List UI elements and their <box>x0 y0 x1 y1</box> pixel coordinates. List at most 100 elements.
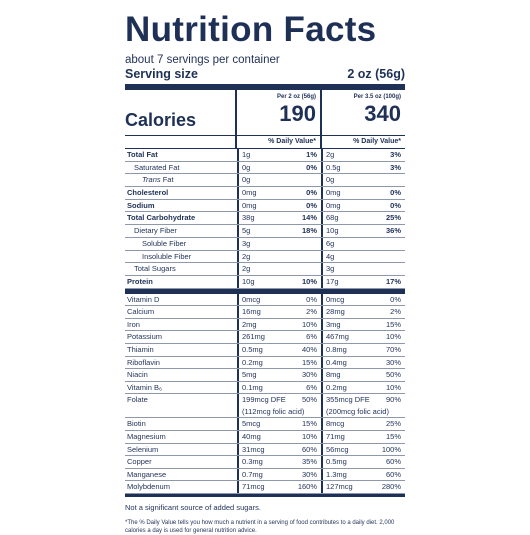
vitamin-amount: 2mg <box>242 319 257 329</box>
vitamin-daily-value: 30% <box>301 469 317 479</box>
vitamin-amount: 5mcg <box>242 419 261 429</box>
nutrient-daily-value: 14% <box>301 213 317 223</box>
nutrient-amount: 2g <box>326 150 335 159</box>
vitamin-name: Niacin <box>127 370 148 380</box>
vitamin-amount: 0mcg <box>326 294 345 304</box>
vitamin-amount: 467mg <box>326 332 349 342</box>
vitamin-daily-value: 15% <box>301 419 317 429</box>
nutrient-amount: 2g <box>242 264 251 274</box>
vitamin-table: Vitamin D 0mcg 0% 0mcg 0% Calcium 16mg 2% 28mg 2%… <box>125 293 405 494</box>
nutrient-row: Total Carbohydrate 38g 14% 68g 25% <box>125 212 405 226</box>
nutrient-name: Trans Fat <box>142 175 174 185</box>
nutrient-row: Sodium 0mg 0% 0mg 0% <box>125 199 405 213</box>
vitamin-daily-value: 50% <box>385 370 401 380</box>
vitamin-daily-value: 90% <box>385 395 401 405</box>
vitamin-amount: 8mg <box>326 370 341 380</box>
nutrient-daily-value: 1% <box>306 150 317 159</box>
vitamin-name: Folate <box>127 395 148 405</box>
added-sugars-note: Not a significant source of added sugars… <box>125 502 261 512</box>
nutrient-name: Insoluble Fiber <box>142 251 192 261</box>
nutrient-daily-value: 0% <box>390 200 401 210</box>
nutrient-amount: 0mg <box>242 200 257 210</box>
nutrient-row: Total Sugars 2g 3g <box>125 263 405 276</box>
column-1-calories: 190 <box>279 101 316 126</box>
nutrient-amount: 0mg <box>242 188 257 198</box>
vitamin-amount: 0.5mg <box>242 344 263 354</box>
vitamin-daily-value: 280% <box>381 482 401 492</box>
vitamin-amount: 3mg <box>326 319 341 329</box>
nutrient-row: Total Fat 1g 1% 2g 3% <box>125 149 405 162</box>
vitamin-daily-value: 160% <box>297 482 317 492</box>
calories-column-2: Per 3.5 oz (100g) 340 <box>320 90 405 135</box>
vitamin-name: Riboflavin <box>127 357 160 367</box>
daily-value-footnote: *The % Daily Value tells you how much a … <box>125 519 395 534</box>
nutrient-amount: 6g <box>326 238 335 248</box>
vitamin-amount: 355mcg DFE <box>326 395 370 405</box>
calories-block: Calories Per 2 oz (56g) 190 Per 3.5 oz (… <box>125 90 405 136</box>
daily-value-header: % Daily Value* % Daily Value* <box>125 136 405 149</box>
vitamin-name: Vitamin D <box>127 294 160 304</box>
vitamin-amount: 71mcg <box>242 482 265 492</box>
vitamin-name: Vitamin B₆ <box>127 382 162 392</box>
vitamin-amount: 0.8mg <box>326 344 347 354</box>
calories-column-1: Per 2 oz (56g) 190 <box>235 90 320 135</box>
column-2-calories: 340 <box>364 101 401 126</box>
nutrient-amount: 17g <box>326 276 339 286</box>
vitamin-row: Thiamin 0.5mg 40% 0.8mg 70% <box>125 343 405 357</box>
vitamin-amount: 40mg <box>242 431 261 441</box>
nutrient-amount: 0mg <box>326 188 341 198</box>
nutrient-amount: 0g <box>242 162 251 172</box>
nutrient-row: Protein 10g 10% 17g 17% <box>125 275 405 289</box>
vitamin-daily-value: 10% <box>301 431 317 441</box>
vitamin-daily-value: 10% <box>385 382 401 392</box>
vitamin-row: Vitamin D 0mcg 0% 0mcg 0% <box>125 293 405 307</box>
nutrient-amount: 4g <box>326 251 335 261</box>
nutrient-amount: 10g <box>326 226 339 236</box>
nutrient-row: Soluble Fiber 3g 6g <box>125 237 405 251</box>
nutrient-daily-value: 3% <box>390 162 401 172</box>
nutrient-name: Dietary Fiber <box>134 226 177 236</box>
nutrient-name: Protein <box>127 276 153 286</box>
nutrient-daily-value: 25% <box>385 213 401 223</box>
nutrient-name: Total Carbohydrate <box>127 213 196 223</box>
vitamin-daily-value: 35% <box>301 457 317 467</box>
vitamin-amount: 56mcg <box>326 444 349 454</box>
vitamin-amount: 31mcg <box>242 444 265 454</box>
nutrient-amount: 3g <box>242 238 251 248</box>
vitamin-amount: 127mcg <box>326 482 353 492</box>
nutrient-daily-value: 0% <box>306 188 317 198</box>
vitamin-daily-value: 6% <box>306 332 317 342</box>
vitamin-daily-value: 30% <box>301 370 317 380</box>
vitamin-row: Copper 0.3mg 35% 0.5mg 60% <box>125 456 405 469</box>
vitamin-name: Molybdenum <box>127 482 170 492</box>
vitamin-name: Potassium <box>127 332 163 342</box>
vitamin-amount: 199mcg DFE <box>242 395 286 405</box>
vitamin-row: Iron 2mg 10% 3mg 15% <box>125 318 405 332</box>
nutrient-daily-value: 0% <box>306 162 317 172</box>
vitamin-row: Selenium 31mcg 60% 56mcg 100% <box>125 443 405 457</box>
nutrient-table: Total Fat 1g 1% 2g 3% Saturated Fat 0g 0% 0.5g 3%… <box>125 149 405 289</box>
vitamin-daily-value: 60% <box>385 469 401 479</box>
nutrient-amount: 38g <box>242 213 255 223</box>
vitamin-amount: 0.3mg <box>242 457 263 467</box>
vitamin-daily-value: 6% <box>306 382 317 392</box>
vitamin-name: Thiamin <box>127 344 154 354</box>
serving-size-row: Serving size 2 oz (56g) <box>125 67 405 81</box>
vitamin-amount: 28mg <box>326 307 345 317</box>
nutrient-daily-value: 0% <box>306 200 317 210</box>
vitamin-name: Magnesium <box>127 431 166 441</box>
dv-header-2: % Daily Value* <box>320 136 405 148</box>
vitamin-amount: 0.2mg <box>326 382 347 392</box>
nutrient-name: Total Sugars <box>134 264 176 274</box>
vitamin-amount: 0.2mg <box>242 357 263 367</box>
vitamin-amount: 0.7mg <box>242 469 263 479</box>
vitamin-daily-value: 10% <box>385 332 401 342</box>
vitamin-daily-value: 50% <box>301 395 317 405</box>
vitamin-amount: 5mg <box>242 370 257 380</box>
vitamin-row: Molybdenum 71mcg 160% 127mcg 280% <box>125 481 405 494</box>
label-title: Nutrition Facts <box>125 10 377 49</box>
nutrient-name: Sodium <box>127 200 155 210</box>
vitamin-row: Biotin 5mcg 15% 8mcg 25% <box>125 418 405 431</box>
calories-label: Calories <box>125 110 197 130</box>
nutrient-name: Total Fat <box>127 150 158 159</box>
